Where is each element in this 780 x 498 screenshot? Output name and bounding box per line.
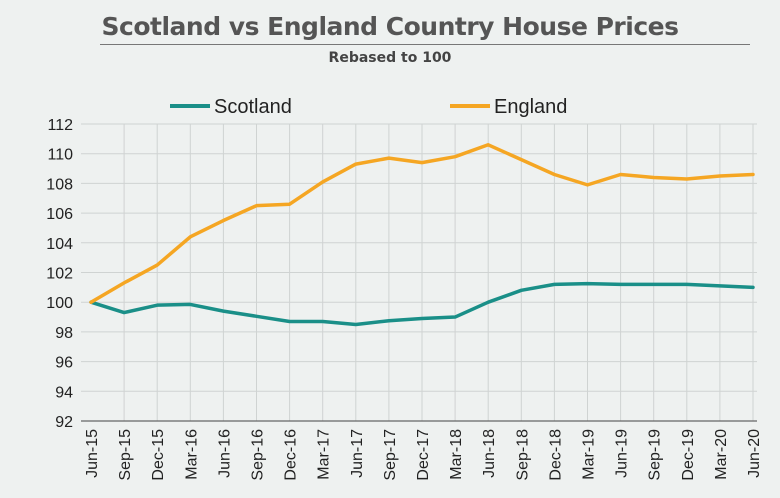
y-tick-label: 100 [46,295,73,312]
y-tick-label: 98 [55,325,73,342]
x-tick-label: Jun-19 [614,429,631,478]
x-tick-label: Sep-16 [250,429,267,481]
x-tick-label: Mar-17 [316,429,333,480]
x-tick-label: Jun-16 [216,429,233,478]
x-tick-label: Dec-16 [283,429,300,481]
x-tick-label: Mar-18 [448,429,465,480]
y-tick-label: 94 [55,384,73,401]
y-tick-label: 106 [46,206,73,223]
legend-label-england: England [494,96,567,118]
x-tick-label: Jun-20 [746,429,763,478]
x-tick-label: Dec-15 [150,429,167,481]
y-tick-label: 102 [46,266,73,283]
x-tick-label: Sep-17 [382,429,399,481]
x-tick-label: Sep-18 [514,429,531,481]
title-divider [100,44,750,45]
x-tick-label: Jun-18 [481,429,498,478]
x-tick-label: Dec-18 [547,429,564,481]
y-tick-label: 96 [55,355,73,372]
x-tick-label: Jun-15 [84,429,101,478]
x-tick-label: Sep-19 [647,429,664,481]
y-tick-label: 112 [47,117,73,134]
chart-subtitle: Rebased to 100 [328,50,452,66]
x-tick-label: Jun-17 [349,429,366,478]
x-tick-label: Dec-19 [680,429,697,481]
y-tick-label: 104 [46,236,73,253]
x-tick-label: Mar-19 [581,429,598,480]
y-tick-label: 92 [55,414,73,431]
x-tick-label: Mar-20 [713,429,730,480]
x-tick-label: Sep-15 [117,429,134,481]
y-tick-label: 108 [46,176,73,193]
x-tick-label: Mar-16 [183,429,200,480]
legend-label-scotland: Scotland [214,96,292,118]
y-tick-label: 110 [47,147,73,164]
x-tick-label: Dec-17 [415,429,432,481]
chart-title: Scotland vs England Country House Prices [101,12,680,41]
